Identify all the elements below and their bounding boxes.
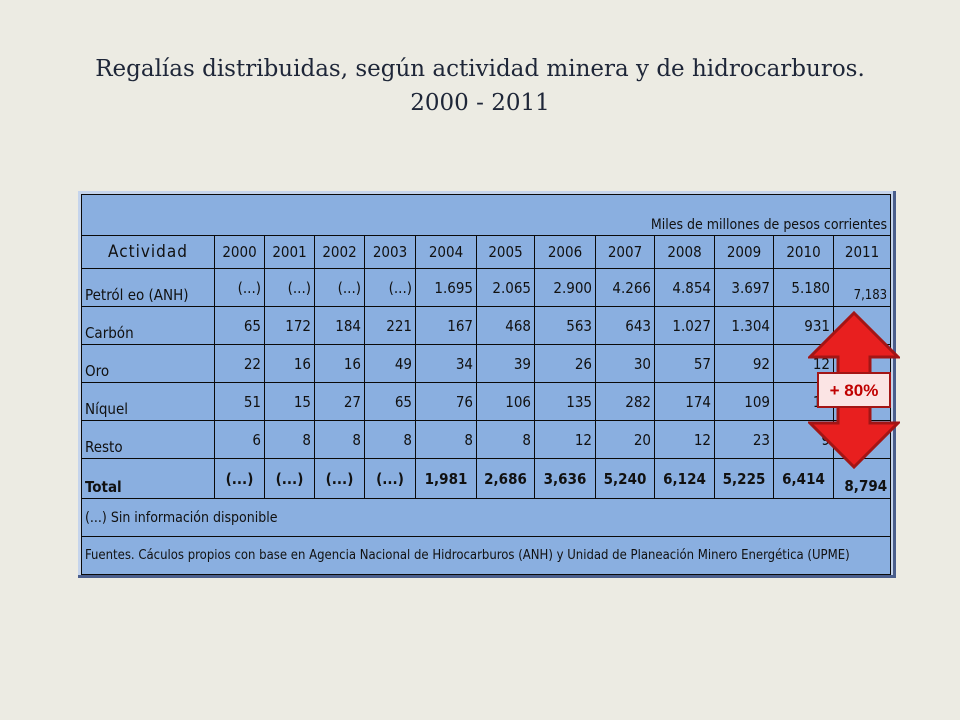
table-source: Fuentes. Cáculos propios con base en Age…: [80, 536, 892, 575]
cell-value: 51: [214, 382, 265, 421]
cell-value: (...): [214, 268, 265, 307]
header-year: 2006: [534, 235, 596, 269]
header-year: 2002: [314, 235, 365, 269]
cell-value: 16: [264, 344, 315, 383]
row-label: Oro: [81, 344, 215, 383]
header-year: 2001: [264, 235, 315, 269]
slide-title: Regalías distribuidas, según actividad m…: [95, 56, 865, 116]
cell-value: 12: [534, 420, 596, 459]
cell-value: 20: [595, 420, 655, 459]
cell-value: 3.697: [714, 268, 774, 307]
cell-value: 109: [714, 382, 774, 421]
cell-value: 184: [314, 306, 365, 345]
row-label: Petról eo (ANH): [81, 268, 215, 307]
cell-value: 34: [415, 344, 477, 383]
cell-value: 563: [534, 306, 596, 345]
header-year: 2011: [832, 235, 892, 269]
row-label: Resto: [81, 420, 215, 459]
total-value: (...): [364, 458, 416, 499]
total-value: 2,686: [476, 458, 535, 499]
cell-value: 27: [314, 382, 365, 421]
cell-value: 49: [364, 344, 416, 383]
total-value: 6,124: [654, 458, 715, 499]
header-year: 2005: [476, 235, 535, 269]
header-year: 2004: [415, 235, 477, 269]
cell-value: 8: [314, 420, 365, 459]
cell-value: 26: [534, 344, 596, 383]
total-value: 3,636: [534, 458, 596, 499]
cell-value: 643: [595, 306, 655, 345]
total-value: (...): [214, 458, 265, 499]
table-note: (...) Sin información disponible: [80, 498, 892, 537]
cell-value: 174: [654, 382, 715, 421]
cell-value: 6: [214, 420, 265, 459]
header-activity: Actividad: [81, 235, 215, 269]
cell-value: 2.065: [476, 268, 535, 307]
cell-value: 106: [476, 382, 535, 421]
cell-value: 1.695: [415, 268, 477, 307]
cell-value: 22: [214, 344, 265, 383]
row-label: Carbón: [81, 306, 215, 345]
royalties-table: Miles de millones de pesos corrientes Ac…: [80, 194, 892, 575]
cell-value: 2.900: [534, 268, 596, 307]
double-arrow-callout: + 80%: [808, 311, 900, 469]
cell-value: 39: [476, 344, 535, 383]
total-value: (...): [314, 458, 365, 499]
cell-value: 1.304: [714, 306, 774, 345]
cell-value: 23: [714, 420, 774, 459]
royalties-table-frame: Miles de millones de pesos corrientes Ac…: [78, 191, 896, 578]
cell-value: 4.854: [654, 268, 715, 307]
cell-value: 92: [714, 344, 774, 383]
table-row: Oro 22 16 16 49 34 39 26 30 57 92 12: [81, 344, 892, 383]
total-value: 6,414: [773, 458, 834, 499]
cell-value: 931: [773, 306, 834, 345]
cell-value: 16: [314, 344, 365, 383]
cell-value: 5.180: [773, 268, 834, 307]
table-row: Petról eo (ANH) (...) (...) (...) (...) 1.695…: [81, 268, 892, 307]
cell-value: 1.027: [654, 306, 715, 345]
cell-value: 221: [364, 306, 416, 345]
cell-value: 76: [415, 382, 477, 421]
header-year: 2000: [214, 235, 265, 269]
table-row: Níquel511527657610613528217410917: [81, 382, 892, 421]
cell-value: 30: [595, 344, 655, 383]
total-row: Total (...) (...) (...) (...) 1,981 2,68…: [81, 458, 892, 499]
header-year: 2008: [654, 235, 715, 269]
header-year: 2009: [714, 235, 774, 269]
table-row: Carbón 65 172 184 221 167 468 563 643 1.027 1.304 9…: [81, 306, 892, 345]
cell-value: 65: [214, 306, 265, 345]
cell-value: 8: [364, 420, 416, 459]
total-label: Total: [81, 458, 215, 499]
row-label: Níquel: [81, 382, 215, 421]
header-year: 2007: [595, 235, 655, 269]
percent-change-label: + 80%: [829, 381, 879, 400]
cell-value: 468: [476, 306, 535, 345]
cell-value: 12: [654, 420, 715, 459]
cell-value-2011: 7,183: [832, 268, 892, 307]
cell-value: 167: [415, 306, 477, 345]
total-value: 1,981: [415, 458, 477, 499]
cell-value: 4.266: [595, 268, 655, 307]
table-row: Resto688888122012239: [81, 420, 892, 459]
cell-value: 8: [264, 420, 315, 459]
cell-value: 57: [654, 344, 715, 383]
cell-value: (...): [314, 268, 365, 307]
cell-value: 65: [364, 382, 416, 421]
total-value: 5,225: [714, 458, 774, 499]
cell-value: (...): [364, 268, 416, 307]
cell-value: 282: [595, 382, 655, 421]
total-value: 5,240: [595, 458, 655, 499]
cell-value: 135: [534, 382, 596, 421]
units-note: Miles de millones de pesos corrientes: [80, 194, 892, 236]
cell-value: (...): [264, 268, 315, 307]
double-arrow-icon: [808, 311, 900, 469]
cell-value: 8: [415, 420, 477, 459]
cell-value: 15: [264, 382, 315, 421]
cell-value: 8: [476, 420, 535, 459]
cell-value: 172: [264, 306, 315, 345]
header-year: 2010: [773, 235, 834, 269]
header-year: 2003: [364, 235, 416, 269]
total-value: (...): [264, 458, 315, 499]
header-row: Actividad 2000 2001 2002 2003 2004 2005 …: [81, 235, 892, 269]
